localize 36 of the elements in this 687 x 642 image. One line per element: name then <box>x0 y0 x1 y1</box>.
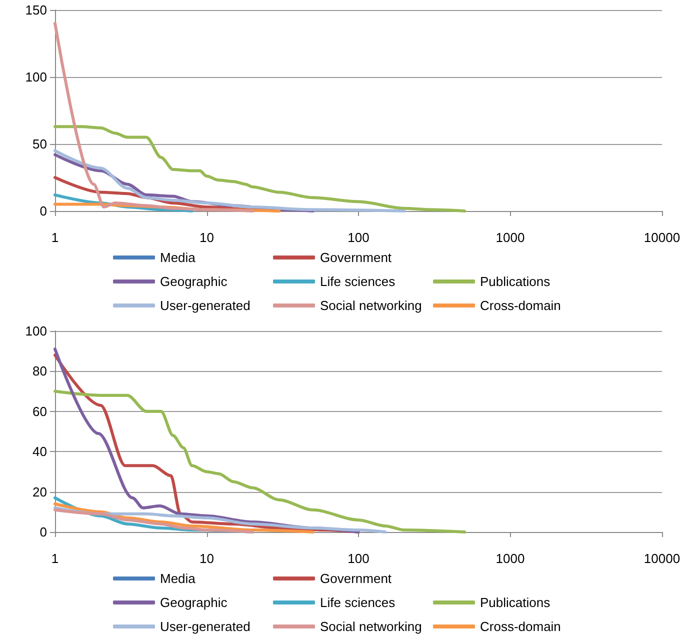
y-tick-label: 150 <box>25 2 47 18</box>
legend-label: User-generated <box>160 298 250 313</box>
legend-label: Social networking <box>320 619 422 634</box>
x-tick-label: 100 <box>348 551 370 566</box>
legend-label: Geographic <box>160 595 228 610</box>
y-tick-label: 40 <box>32 444 47 460</box>
x-tick-label: 10 <box>200 230 214 245</box>
y-tick-label: 80 <box>32 364 47 379</box>
legend-label: Life sciences <box>320 595 396 610</box>
legend-label: Media <box>160 250 196 265</box>
legend-label: Cross-domain <box>480 298 561 313</box>
legend-label: Cross-domain <box>480 619 561 634</box>
x-tick-label: 10000 <box>644 551 680 566</box>
legend-label: Social networking <box>320 298 422 313</box>
y-tick-label: 100 <box>25 70 47 84</box>
y-tick-label: 20 <box>32 484 47 500</box>
legend-label: Government <box>320 571 392 586</box>
y-tick-label: 100 <box>25 324 47 338</box>
legend-label: Life sciences <box>320 274 396 289</box>
x-tick-label: 1000 <box>496 230 525 245</box>
legend-label: Government <box>320 250 392 265</box>
legend-label: Geographic <box>160 274 228 289</box>
x-tick-label: 10000 <box>644 230 680 245</box>
x-tick-label: 1 <box>51 551 59 566</box>
y-tick-label: 0 <box>40 204 47 218</box>
x-tick-label: 10 <box>200 551 214 566</box>
x-tick-label: 1000 <box>496 551 525 566</box>
y-tick-label: 50 <box>32 136 47 152</box>
legend-label: Publications <box>480 595 551 610</box>
x-tick-label: 100 <box>348 230 370 245</box>
legend-label: Publications <box>480 274 551 289</box>
legend-label: Media <box>160 571 196 586</box>
x-tick-label: 1 <box>51 230 59 245</box>
y-tick-label: 60 <box>32 404 47 419</box>
y-tick-label: 0 <box>40 524 47 540</box>
legend-label: User-generated <box>160 619 250 634</box>
